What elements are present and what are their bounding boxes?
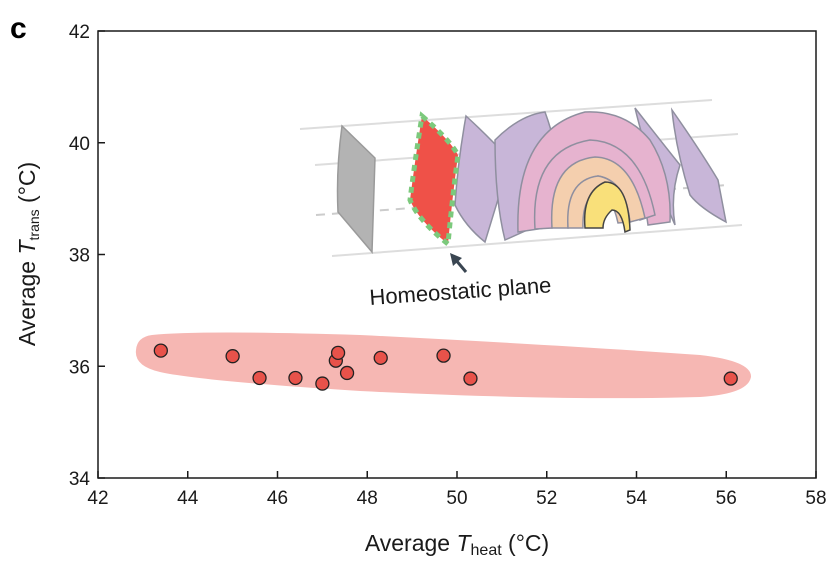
x-axis-subscript: heat — [471, 542, 503, 559]
y-tick-label: 40 — [69, 134, 90, 155]
data-point — [153, 343, 168, 358]
illustration-guide-line — [331, 224, 743, 257]
annotation-arrowhead — [450, 253, 462, 266]
x-tick-label: 44 — [177, 488, 199, 509]
x-tick-label: 50 — [446, 488, 467, 509]
highlight-plane — [407, 111, 461, 249]
x-tick-label: 48 — [357, 488, 378, 509]
homeostatic-plane-illustration: Homeostatic plane — [299, 99, 743, 310]
data-point — [252, 370, 267, 386]
x-axis-variable: T — [456, 530, 472, 556]
data-point — [315, 376, 330, 391]
panel-label: c — [10, 12, 27, 45]
x-tick-label: 56 — [716, 488, 737, 509]
x-axis: 42 44 46 48 50 52 54 56 58 — [87, 471, 827, 509]
gray-plane — [336, 124, 376, 254]
data-point — [463, 371, 478, 386]
illustration-guide-line — [299, 99, 713, 130]
x-tick-label: 58 — [805, 488, 826, 509]
y-tick-label: 36 — [69, 357, 90, 378]
y-axis: 34 36 38 40 42 — [69, 22, 105, 490]
data-point — [723, 371, 738, 386]
x-tick-label: 42 — [87, 488, 108, 509]
y-tick-label: 42 — [69, 22, 90, 43]
data-point — [225, 349, 240, 364]
y-axis-title: Average Ttrans (°C) — [14, 162, 42, 346]
data-points — [153, 343, 738, 391]
y-axis-unit: (°C) — [14, 162, 40, 210]
x-axis-prefix: Average — [365, 530, 457, 556]
data-point — [339, 365, 355, 381]
purple-plane — [670, 107, 728, 224]
x-axis-title: Average Theat (°C) — [365, 530, 549, 559]
y-axis-variable: T — [14, 239, 40, 255]
y-axis-prefix: Average — [14, 255, 40, 347]
x-tick-label: 52 — [536, 488, 557, 509]
x-tick-label: 54 — [626, 488, 648, 509]
y-axis-subscript: trans — [26, 209, 42, 240]
x-axis-unit: (°C) — [502, 530, 550, 556]
y-tick-label: 38 — [69, 246, 90, 267]
plot-frame — [97, 30, 817, 479]
data-point — [330, 345, 346, 360]
data-point — [436, 348, 451, 363]
x-tick-label: 46 — [267, 488, 288, 509]
homeostatic-plane-label: Homeostatic plane — [369, 272, 553, 310]
y-tick-label: 34 — [69, 469, 91, 490]
cluster-highlight — [135, 332, 752, 399]
data-point — [288, 370, 303, 386]
data-point — [373, 350, 388, 366]
yellow-plane — [583, 181, 631, 234]
